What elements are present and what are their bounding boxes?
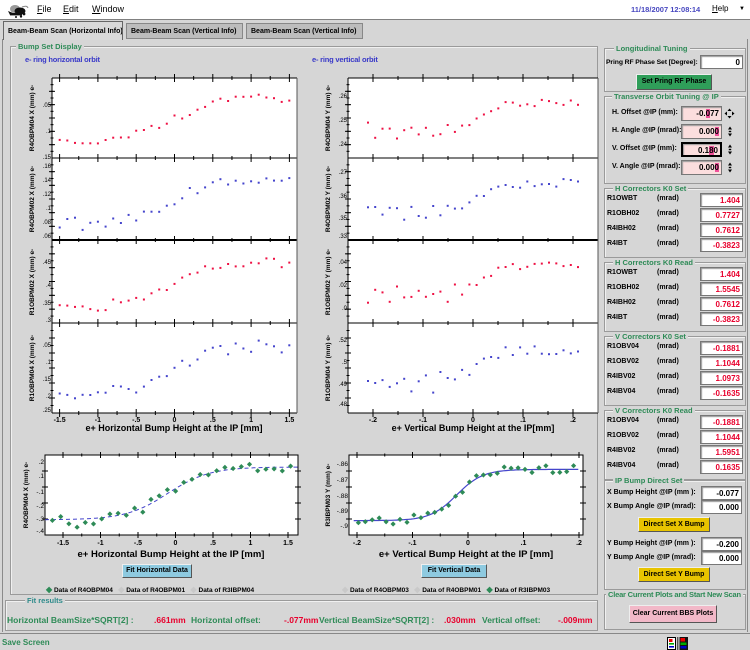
svg-text:R1OBPM02 Y (mm) e-: R1OBPM02 Y (mm) e- [325, 249, 332, 315]
svg-text:.14: .14 [43, 178, 52, 184]
svg-text:0: 0 [471, 417, 475, 424]
svg-text:R1OBPM04 Y (mm) e-: R1OBPM04 Y (mm) e- [325, 335, 332, 401]
svg-text:R3IBPM03 Y (mm) e-: R3IBPM03 Y (mm) e- [325, 464, 332, 527]
svg-text:-1: -1 [95, 417, 101, 424]
svg-text:R1OBPM04 X (mm) e-: R1OBPM04 X (mm) e- [29, 335, 36, 401]
svg-text:-1.5: -1.5 [54, 417, 66, 424]
svg-text:R4OBPM02 Y (mm) e-: R4OBPM02 Y (mm) e- [325, 166, 332, 232]
svg-text:R1OBPM02 X (mm) e-: R1OBPM02 X (mm) e- [29, 249, 36, 315]
svg-text:e+ Horizontal Bump Height at t: e+ Horizontal Bump Height at the IP [mm] [78, 549, 265, 560]
svg-text:.52: .52 [339, 338, 348, 344]
svg-text:.1: .1 [521, 540, 527, 547]
svg-text:0: 0 [174, 540, 178, 547]
svg-text:.05: .05 [43, 343, 52, 349]
svg-text:-.86: -.86 [337, 461, 349, 468]
svg-text:-1: -1 [97, 540, 103, 547]
svg-text:-1.5: -1.5 [57, 540, 69, 547]
svg-text:.06: .06 [43, 234, 52, 240]
svg-text:-.4: -.4 [36, 528, 44, 535]
svg-text:R4OBPM04 X (mm) e-: R4OBPM04 X (mm) e- [29, 85, 36, 151]
svg-text:.49: .49 [339, 382, 348, 388]
svg-text:.05: .05 [43, 103, 52, 109]
svg-text:.1: .1 [46, 206, 52, 212]
svg-text:-.2: -.2 [36, 503, 44, 510]
svg-text:e+ Horizontal Bump Height at t: e+ Horizontal Bump Height at the IP [mm] [85, 423, 262, 433]
svg-text:.25: .25 [339, 118, 348, 124]
svg-text:1.5: 1.5 [283, 540, 293, 547]
svg-text:.04: .04 [339, 260, 348, 266]
svg-text:-.2: -.2 [369, 417, 377, 424]
svg-text:-.1: -.1 [419, 417, 427, 424]
svg-text:.48: .48 [339, 402, 348, 408]
svg-text:-.3: -.3 [36, 516, 44, 523]
svg-text:R4OBPM02 X (mm) e-: R4OBPM02 X (mm) e- [29, 166, 36, 232]
svg-text:.5: .5 [210, 417, 216, 424]
svg-text:1: 1 [249, 540, 253, 547]
svg-text:.16: .16 [43, 164, 52, 170]
svg-text:.26: .26 [339, 94, 348, 100]
svg-text:.45: .45 [43, 260, 52, 266]
svg-text:0: 0 [173, 417, 177, 424]
svg-text:.33: .33 [339, 234, 348, 240]
svg-text:.15: .15 [43, 155, 52, 161]
svg-text:.25: .25 [43, 408, 52, 414]
svg-text:e+ Vertical Bump Height at the: e+ Vertical Bump Height at the IP [mm] [379, 549, 553, 560]
svg-text:.5: .5 [342, 360, 348, 366]
svg-text:-.1: -.1 [36, 489, 44, 496]
svg-text:.2: .2 [570, 417, 576, 424]
svg-text:.35: .35 [339, 216, 348, 222]
svg-text:.24: .24 [339, 142, 348, 148]
svg-text:.1: .1 [39, 473, 45, 480]
svg-text:1: 1 [249, 417, 253, 424]
svg-text:-.5: -.5 [134, 540, 142, 547]
svg-text:R4OBPM04 X (mm) e-: R4OBPM04 X (mm) e- [23, 462, 30, 528]
svg-text:-.88: -.88 [337, 493, 349, 500]
svg-text:.02: .02 [339, 283, 348, 289]
svg-text:.15: .15 [43, 377, 52, 383]
svg-text:-.1: -.1 [408, 540, 416, 547]
svg-text:.1: .1 [46, 360, 52, 366]
svg-text:1.5: 1.5 [285, 417, 295, 424]
svg-text:e+ Vertical Bump Height at the: e+ Vertical Bump Height at the IP[mm] [392, 423, 555, 433]
svg-text:-.89: -.89 [337, 508, 349, 515]
svg-text:-.9: -.9 [340, 523, 348, 530]
svg-text:.2: .2 [39, 459, 45, 466]
svg-text:0: 0 [466, 540, 470, 547]
svg-text:.0: .0 [342, 306, 348, 312]
svg-text:.1: .1 [46, 129, 52, 135]
svg-text:R4OBPM04 Y (mm) e-: R4OBPM04 Y (mm) e- [325, 85, 332, 151]
svg-text:.1: .1 [520, 417, 526, 424]
svg-text:-.87: -.87 [337, 477, 349, 484]
svg-text:.2: .2 [576, 540, 582, 547]
svg-text:.3: .3 [46, 318, 52, 324]
svg-text:.35: .35 [43, 301, 52, 307]
svg-text:.12: .12 [43, 192, 52, 198]
svg-text:-.2: -.2 [353, 540, 361, 547]
svg-text:.08: .08 [43, 220, 52, 226]
svg-text:.36: .36 [339, 194, 348, 200]
svg-text:.2: .2 [46, 394, 52, 400]
svg-text:-.5: -.5 [132, 417, 140, 424]
svg-text:.27: .27 [339, 170, 348, 176]
svg-text:.4: .4 [46, 283, 52, 289]
svg-text:.5: .5 [210, 540, 216, 547]
